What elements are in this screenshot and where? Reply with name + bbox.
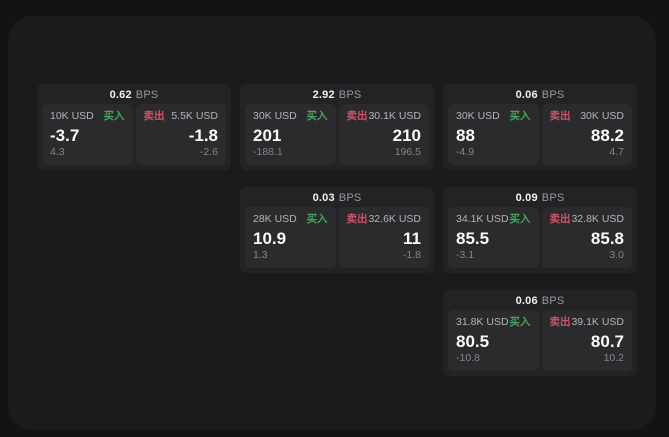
bps-label: BPS bbox=[541, 295, 565, 307]
buy-tag: 买入 bbox=[509, 316, 531, 328]
quote-card: 0.06 BPS 31.8K USD 买入 80.5 -10.8 卖出 39.1… bbox=[443, 290, 637, 376]
sell-tag: 卖出 bbox=[549, 110, 571, 122]
sell-tag: 卖出 bbox=[346, 110, 368, 122]
buy-amount: 28K USD bbox=[253, 213, 297, 225]
buy-price: 85.5 bbox=[456, 228, 490, 248]
sell-amount: 32.6K USD bbox=[368, 213, 421, 225]
buy-tag: 买入 bbox=[103, 110, 125, 122]
sell-quote-panel[interactable]: 卖出 32.6K USD 11 -1.8 bbox=[338, 207, 429, 268]
bps-value: 0.06 bbox=[515, 89, 538, 101]
bps-value: 0.03 bbox=[312, 192, 335, 204]
buy-sub-value: -10.8 bbox=[456, 352, 480, 365]
sell-amount: 32.8K USD bbox=[571, 213, 624, 225]
buy-tag: 买入 bbox=[306, 110, 328, 122]
buy-tag: 买入 bbox=[306, 213, 328, 225]
buy-price: 201 bbox=[253, 125, 282, 145]
sell-quote-panel[interactable]: 卖出 5.5K USD -1.8 -2.6 bbox=[135, 104, 226, 165]
sell-price: 11 bbox=[403, 228, 421, 248]
buy-tag: 买入 bbox=[509, 110, 531, 122]
quote-card: 0.03 BPS 28K USD 买入 10.9 1.3 卖出 32.6K US… bbox=[240, 187, 434, 273]
sell-tag: 卖出 bbox=[346, 213, 368, 225]
sell-sub-value: 10.2 bbox=[603, 352, 624, 365]
sell-amount: 30.1K USD bbox=[368, 110, 421, 122]
sell-price: -1.8 bbox=[188, 125, 218, 145]
buy-price: 10.9 bbox=[253, 228, 287, 248]
buy-sub-value: -4.9 bbox=[456, 146, 475, 159]
sell-amount: 39.1K USD bbox=[571, 316, 624, 328]
sell-price: 85.8 bbox=[590, 228, 624, 248]
sell-sub-value: -2.6 bbox=[199, 146, 218, 159]
buy-tag: 买入 bbox=[509, 213, 531, 225]
buy-quote-panel[interactable]: 10K USD 买入 -3.7 4.3 bbox=[42, 104, 133, 165]
bps-header: 0.06 BPS bbox=[448, 292, 632, 310]
bps-header: 0.03 BPS bbox=[245, 189, 429, 207]
buy-sub-value: 4.3 bbox=[50, 146, 65, 159]
quote-card: 2.92 BPS 30K USD 买入 201 -188.1 卖出 30.1K … bbox=[240, 84, 434, 170]
sell-sub-value: 4.7 bbox=[609, 146, 624, 159]
buy-price: 88 bbox=[456, 125, 475, 145]
buy-amount: 31.8K USD bbox=[456, 316, 509, 328]
sell-sub-value: 3.0 bbox=[609, 249, 624, 262]
buy-quote-panel[interactable]: 34.1K USD 买入 85.5 -3.1 bbox=[448, 207, 539, 268]
bps-value: 2.92 bbox=[312, 89, 335, 101]
sell-quote-panel[interactable]: 卖出 30K USD 88.2 4.7 bbox=[541, 104, 632, 165]
bps-header: 0.09 BPS bbox=[448, 189, 632, 207]
sell-tag: 卖出 bbox=[549, 213, 571, 225]
bps-label: BPS bbox=[541, 192, 565, 204]
bps-label: BPS bbox=[338, 89, 362, 101]
sell-sub-value: 196.5 bbox=[394, 146, 421, 159]
buy-quote-panel[interactable]: 31.8K USD 买入 80.5 -10.8 bbox=[448, 310, 539, 371]
buy-sub-value: -3.1 bbox=[456, 249, 475, 262]
sell-price: 210 bbox=[392, 125, 421, 145]
bps-value: 0.62 bbox=[109, 89, 132, 101]
sell-amount: 5.5K USD bbox=[171, 110, 218, 122]
quote-card: 0.09 BPS 34.1K USD 买入 85.5 -3.1 卖出 32.8K… bbox=[443, 187, 637, 273]
sell-price: 88.2 bbox=[590, 125, 624, 145]
quote-card: 0.62 BPS 10K USD 买入 -3.7 4.3 卖出 5.5K USD… bbox=[37, 84, 231, 170]
buy-amount: 34.1K USD bbox=[456, 213, 509, 225]
sell-price: 80.7 bbox=[590, 331, 624, 351]
sell-tag: 卖出 bbox=[143, 110, 165, 122]
buy-price: -3.7 bbox=[50, 125, 80, 145]
quote-card: 0.06 BPS 30K USD 买入 88 -4.9 卖出 30K USD 8… bbox=[443, 84, 637, 170]
buy-quote-panel[interactable]: 30K USD 买入 201 -188.1 bbox=[245, 104, 336, 165]
buy-amount: 30K USD bbox=[456, 110, 500, 122]
buy-sub-value: 1.3 bbox=[253, 249, 268, 262]
bps-value: 0.06 bbox=[515, 295, 538, 307]
buy-price: 80.5 bbox=[456, 331, 490, 351]
sell-tag: 卖出 bbox=[549, 316, 571, 328]
buy-amount: 10K USD bbox=[50, 110, 94, 122]
bps-header: 0.62 BPS bbox=[42, 86, 226, 104]
buy-quote-panel[interactable]: 30K USD 买入 88 -4.9 bbox=[448, 104, 539, 165]
sell-quote-panel[interactable]: 卖出 39.1K USD 80.7 10.2 bbox=[541, 310, 632, 371]
buy-amount: 30K USD bbox=[253, 110, 297, 122]
bps-label: BPS bbox=[135, 89, 159, 101]
bps-header: 0.06 BPS bbox=[448, 86, 632, 104]
sell-quote-panel[interactable]: 卖出 30.1K USD 210 196.5 bbox=[338, 104, 429, 165]
bps-header: 2.92 BPS bbox=[245, 86, 429, 104]
sell-amount: 30K USD bbox=[580, 110, 624, 122]
sell-quote-panel[interactable]: 卖出 32.8K USD 85.8 3.0 bbox=[541, 207, 632, 268]
buy-sub-value: -188.1 bbox=[253, 146, 283, 159]
sell-sub-value: -1.8 bbox=[402, 249, 421, 262]
bps-label: BPS bbox=[338, 192, 362, 204]
bps-value: 0.09 bbox=[515, 192, 538, 204]
bps-label: BPS bbox=[541, 89, 565, 101]
buy-quote-panel[interactable]: 28K USD 买入 10.9 1.3 bbox=[245, 207, 336, 268]
